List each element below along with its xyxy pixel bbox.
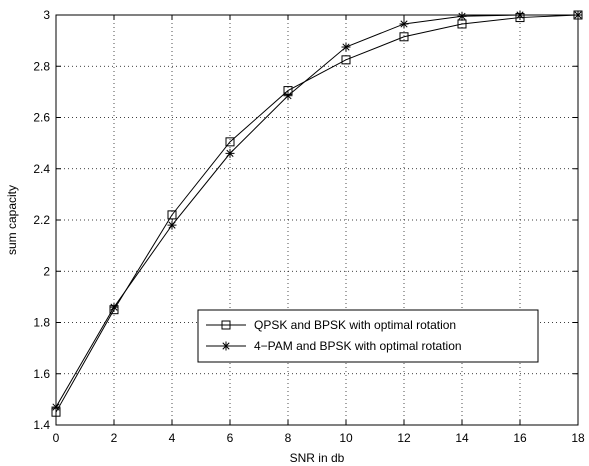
legend-entry-1: QPSK and BPSK with optimal rotation — [254, 318, 456, 332]
series-2-point — [167, 220, 177, 230]
x-tick-label: 16 — [513, 431, 527, 445]
y-tick-label: 1.8 — [33, 316, 50, 330]
series-layer — [51, 10, 583, 417]
series-1-point — [341, 55, 351, 65]
x-tick-label: 14 — [455, 431, 469, 445]
series-1-point — [167, 210, 177, 220]
series-2-point — [283, 91, 293, 101]
grid-lines — [56, 15, 578, 425]
y-tick-label: 2.4 — [33, 162, 50, 176]
series-2-point — [225, 148, 235, 158]
legend-marker-2 — [221, 341, 231, 351]
series-line-1 — [55, 14, 579, 413]
y-tick-label: 2 — [43, 264, 50, 278]
series-2-point — [109, 302, 119, 312]
axis-ticks: 0 2 4 6 8 10 12 14 16 18 1.4 1.6 1.8 2 2.2 2.4 2.6 2.8 3 — [33, 8, 585, 445]
series-2-point — [341, 42, 351, 52]
x-tick-label: 4 — [169, 431, 176, 445]
y-tick-label: 1.4 — [33, 418, 50, 432]
y-tick-label: 1.6 — [33, 367, 50, 381]
y-tick-label: 2.8 — [33, 59, 50, 73]
series-1-point — [225, 137, 235, 147]
x-tick-label: 2 — [111, 431, 118, 445]
legend-entry-2: 4−PAM and BPSK with optimal rotation — [254, 339, 462, 353]
y-tick-label: 3 — [43, 8, 50, 22]
series-2-point — [515, 10, 525, 20]
x-tick-label: 10 — [339, 431, 353, 445]
series-2-point — [399, 19, 409, 29]
y-tick-label: 2.2 — [33, 213, 50, 227]
x-tick-label: 8 — [285, 431, 292, 445]
legend-box — [197, 309, 539, 363]
x-tick-label: 0 — [53, 431, 60, 445]
x-tick-label: 6 — [227, 431, 234, 445]
series-2-point — [573, 10, 583, 20]
x-tick-label: 12 — [397, 431, 411, 445]
y-tick-label: 2.6 — [33, 111, 50, 125]
legend: QPSK and BPSK with optimal rotation 4−PAM… — [197, 309, 539, 363]
x-tick-label: 18 — [571, 431, 585, 445]
legend-marker-1 — [221, 320, 231, 330]
series-2-point — [457, 11, 467, 21]
series-2-point — [51, 402, 61, 412]
y-axis-label: sum capacity — [5, 185, 19, 255]
x-axis-label: SNR in db — [290, 451, 345, 465]
series-1-point — [399, 32, 409, 42]
series-line-2 — [55, 14, 578, 408]
